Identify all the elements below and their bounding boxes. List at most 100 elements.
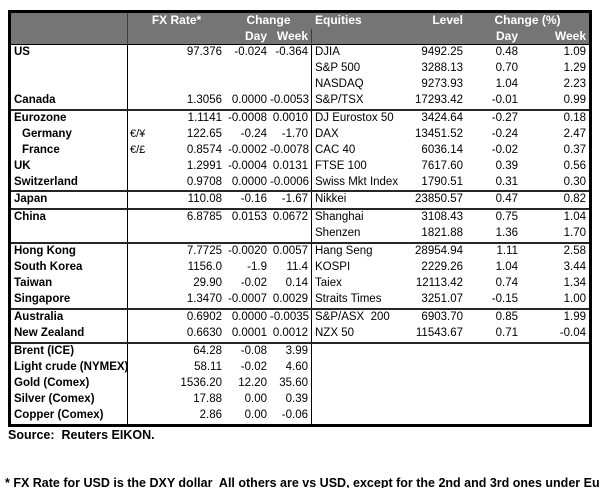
fx-rate-value: 97.376 [186,46,222,58]
equity-change-day: 0.47 [495,193,518,206]
equity-level: 23850.57 [415,193,463,206]
equity-change-week: 1.70 [563,227,586,240]
equity-change-week: 1.09 [563,46,586,58]
fx-change-week: -0.06 [270,407,312,424]
eq-week-header: Week [554,28,586,43]
fx-row-label: Australia [11,310,128,326]
currency-pair-label [128,93,130,109]
fx-change-day: -0.02 [240,360,267,373]
equity-label [312,376,408,392]
fx-change-day [225,61,270,77]
fx-row-label: France [11,142,128,159]
table-row: Gold (Comex) 1536.20 12.20 35.60 [11,375,589,392]
fx-row-label: Taiwan [11,276,128,293]
currency-pair-label [128,260,130,276]
fx-row-label: South Korea [11,260,128,277]
fx-change-week [270,76,312,93]
fx-rate-cell: €/£ 0.8574 [128,143,225,159]
equity-label: CAC 40 [315,143,356,156]
header-spacer [312,29,408,45]
fx-change-week: -0.0035 [270,310,312,326]
equity-change-week: 1.34 [563,277,586,290]
market-summary-table: FX Rate* Change Equities Level Change (%… [8,10,592,427]
currency-pair-label [128,326,130,342]
table-row: NASDAQ 9273.93 1.04 2.23 [11,76,589,93]
equity-level: 9492.25 [421,46,463,58]
table-footer: Source: Reuters EIKON. * FX Rate for USD… [5,428,600,488]
fx-change-day: 0.00 [244,408,267,421]
fx-change-week: -0.0053 [270,92,312,109]
equity-label: Straits Times [315,293,382,306]
equity-change-week: 0.82 [563,193,586,206]
table-row: Germany €/¥ 122.65 -0.24 -1.70 DAX 13451… [11,126,589,143]
table-row: Silver (Comex) 17.88 0.00 0.39 [11,391,589,408]
fx-rate-cell: 97.376 [128,45,225,61]
currency-pair-label: €/¥ [130,127,146,140]
currency-pair-label [128,61,130,77]
fx-change-day: 0.0000 [231,175,267,188]
fx-row-label: Hong Kong [11,244,128,261]
fx-rate-cell: 0.6630 [128,326,225,342]
table-row: UK 1.2991 -0.0004 0.0131 FTSE 100 7617.6… [11,158,589,175]
fx-change-week: 0.0131 [270,158,312,175]
table-row: Copper (Comex) 2.86 0.00 -0.06 [11,407,589,424]
fx-change-week: -1.67 [270,192,312,209]
equity-level: 9273.93 [421,77,463,90]
change-header: Change [246,13,291,27]
fx-row-label: New Zealand [11,325,128,342]
fx-change-week: 35.60 [270,375,312,392]
fx-rate-value: 0.8574 [186,143,222,156]
table-row: US 97.376 -0.024 -0.364 DJIA 9492.25 0.4… [11,45,589,61]
equity-change-day: -0.24 [491,127,518,140]
equity-change-week [521,408,589,424]
equity-change-week [521,392,589,408]
fx-change-week [270,226,312,243]
equity-label: FTSE 100 [315,159,367,172]
fx-row-label [11,226,128,243]
equity-change-week: 0.99 [563,93,586,106]
fx-change-day: 0.0153 [231,211,267,224]
fx-rate-value: 1.3470 [186,293,222,306]
table-header: FX Rate* Change Equities Level Change (%… [11,13,589,45]
table-row: Light crude (NYMEX) 58.11 -0.02 4.60 [11,359,589,376]
fx-rate-cell: 64.28 [128,344,225,360]
currency-pair-label [128,376,130,392]
fx-row-label [11,60,128,77]
fx-row-label: Switzerland [11,174,128,191]
source-note: Source: Reuters EIKON. [8,428,155,442]
fx-change-day: -0.16 [240,193,267,206]
fx-rate-cell: 29.90 [128,276,225,292]
equity-level: 13451.52 [415,127,463,140]
fx-row-label: Gold (Comex) [11,375,128,392]
equity-change-day: -0.01 [491,93,518,106]
fx-change-day: -0.0002 [227,143,267,156]
fx-rate-cell [128,61,225,77]
fx-rate-value: 1536.20 [180,376,222,389]
equity-level [408,408,466,424]
currency-pair-label [128,226,130,242]
fx-change-week: -0.0078 [270,142,312,159]
header-spacer [128,29,225,45]
equity-label: Taiex [315,277,342,290]
fx-row-label: Germany [11,126,128,143]
fx-change-day: 0.0000 [231,311,267,323]
equity-change-day: 1.11 [496,245,518,258]
equity-level: 17293.42 [415,93,463,106]
fx-row-label: UK [11,158,128,175]
fx-day-header: Day [244,28,267,43]
table-row: S&P 500 3288.13 0.70 1.29 [11,60,589,77]
equity-change-week: 0.37 [563,143,586,156]
eq-day-header: Day [495,28,518,43]
fx-change-day [225,226,270,242]
fx-footnote: * FX Rate for USD is the DXY dollar All … [5,443,600,488]
equity-level: 2229.26 [421,261,463,274]
fx-rate-cell: 7.7725 [128,244,225,260]
fx-row-label: Canada [11,92,128,109]
equity-change-day: -0.02 [491,143,518,156]
equity-change-week: -0.04 [559,326,586,339]
equity-level: 1821.88 [421,227,463,240]
fx-change-week: 0.0057 [270,244,312,261]
fx-change-day: 0.0000 [231,93,267,106]
fx-rate-value: 17.88 [193,392,222,405]
currency-pair-label [128,408,130,424]
